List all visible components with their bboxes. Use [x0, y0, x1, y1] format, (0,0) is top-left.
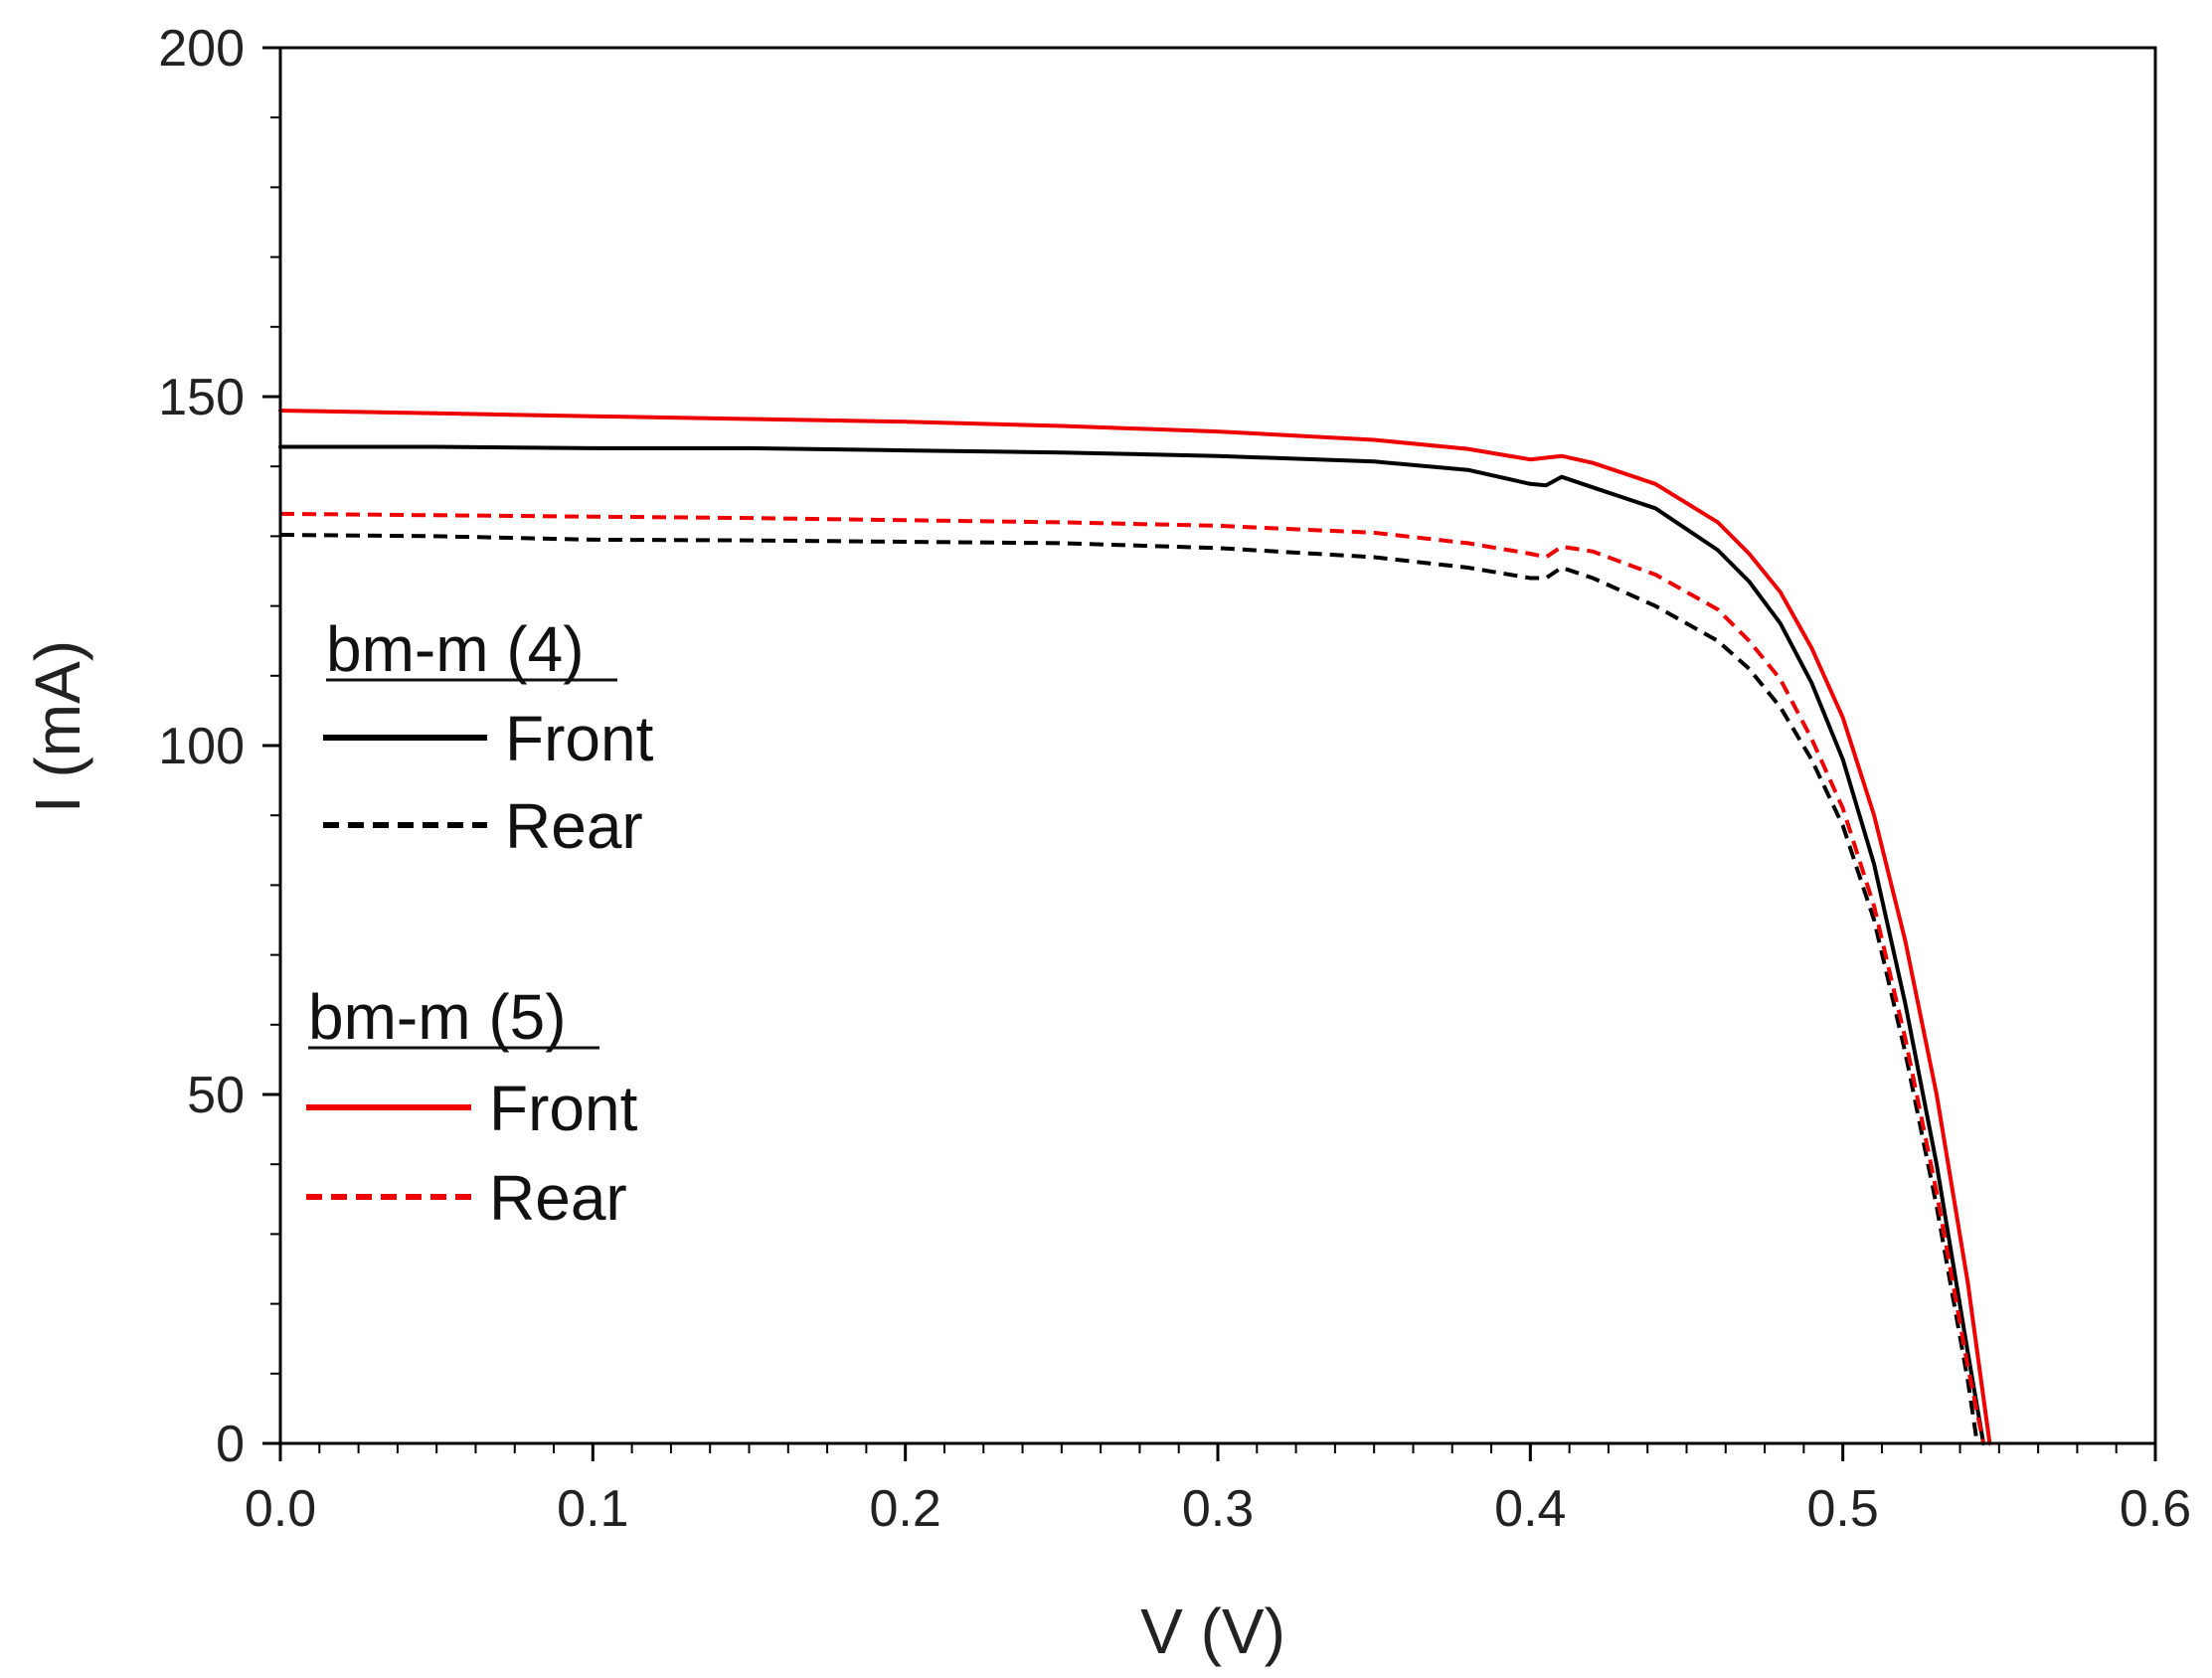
tick-labels: 0.0 0.1 0.2 0.3 0.4 0.5 0.6 0 50 100 150 200	[158, 20, 2191, 1538]
legend-label-bm-m-4-front: Front	[505, 703, 654, 774]
y-axis-title: I (mA)	[22, 640, 93, 813]
x-tick-label: 0.2	[870, 1480, 941, 1538]
y-tick-label: 200	[158, 20, 245, 78]
series-line-bm-m-5-front	[278, 409, 1992, 1445]
legend-label-bm-m-5-rear: Rear	[489, 1162, 627, 1234]
x-tick-label: 0.6	[2120, 1480, 2191, 1538]
legend: bm-m (4) Front Rear bm-m (5) Front Rear	[306, 613, 654, 1234]
x-tick-label: 0.5	[1807, 1480, 1879, 1538]
x-tick-label: 0.0	[245, 1480, 316, 1538]
series-line-bm-m-5-rear	[279, 511, 1986, 1444]
x-tick-label: 0.1	[557, 1480, 628, 1538]
x-tick-label: 0.3	[1182, 1480, 1254, 1538]
y-tick-label: 100	[158, 718, 245, 775]
series-line-bm-m-4-rear	[279, 533, 1979, 1444]
legend-group-title-bm-m-5: bm-m (5)	[308, 981, 567, 1053]
x-tick-label: 0.4	[1494, 1480, 1566, 1538]
plot-curves	[278, 409, 1992, 1445]
legend-label-bm-m-5-front: Front	[489, 1073, 638, 1144]
y-tick-label: 50	[187, 1067, 245, 1124]
legend-group-title-bm-m-4: bm-m (4)	[326, 613, 585, 685]
axes	[262, 46, 2157, 1461]
y-tick-label: 0	[216, 1416, 245, 1473]
series-line-bm-m-4-front	[278, 444, 1986, 1445]
y-tick-label: 150	[158, 369, 245, 426]
x-axis-title: V (V)	[1140, 1595, 1285, 1667]
legend-label-bm-m-4-rear: Rear	[505, 790, 643, 862]
